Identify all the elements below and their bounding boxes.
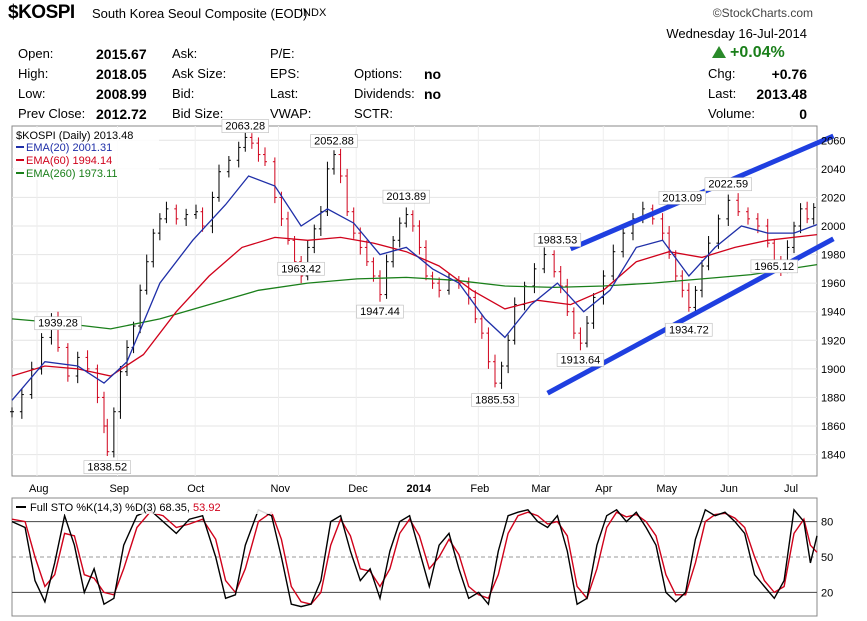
x-tick-label: Oct xyxy=(187,483,204,495)
ema60-line xyxy=(11,233,818,377)
low-label: Low: xyxy=(18,86,46,101)
price-annotation: 1934.72 xyxy=(669,324,709,336)
chg-value: +0.76 xyxy=(771,66,807,82)
sto-tick-label: 80 xyxy=(821,517,833,529)
chg-label: Chg: xyxy=(708,66,736,81)
annotation-box xyxy=(750,259,798,274)
y-tick-label: 2000 xyxy=(821,221,845,233)
y-tick-label: 1880 xyxy=(821,392,845,404)
price-annotation: 1913.64 xyxy=(561,354,601,366)
sto-legend-title: Full STO %K(14,3) %D(3) 68.35, 53.92 xyxy=(30,502,221,514)
y-tick-label: 2040 xyxy=(821,164,845,176)
price-annotation: 2063.28 xyxy=(225,121,265,133)
x-tick-label: Apr xyxy=(595,483,612,495)
ask-label: Ask: xyxy=(172,46,198,61)
symbol-title: $KOSPI xyxy=(8,2,75,23)
price-annotation: 1838.52 xyxy=(87,462,127,474)
y-tick-label: 1980 xyxy=(821,250,845,262)
pe-label: P/E: xyxy=(270,46,295,61)
pct-change: +0.04% xyxy=(730,44,785,61)
exchange-label: INDX xyxy=(300,7,327,19)
annotation-box xyxy=(310,134,358,148)
price-annotation: 2052.88 xyxy=(314,135,354,147)
x-tick-label: Jun xyxy=(720,483,738,495)
legend-main-title: $KOSPI (Daily) 2013.48 xyxy=(16,130,133,142)
annotation-box xyxy=(34,316,82,331)
annotation-box xyxy=(356,304,404,319)
annotation-box xyxy=(658,191,706,205)
quote-date: Wednesday 16-Jul-2014 xyxy=(666,26,807,41)
last-price-label: Last: xyxy=(708,86,737,101)
sto-tick-label: 20 xyxy=(821,587,833,599)
bid-size-label: Bid Size: xyxy=(172,106,224,121)
ask-size-label: Ask Size: xyxy=(172,66,227,81)
annotation-box xyxy=(704,177,752,192)
annotation-box xyxy=(556,353,605,367)
stockcharts-logo: ©StockCharts.com xyxy=(712,6,813,20)
price-annotation: 1939.28 xyxy=(38,318,78,330)
x-tick-label: Feb xyxy=(470,483,489,495)
y-tick-label: 2020 xyxy=(821,192,845,204)
annotation-box xyxy=(665,322,713,337)
sto-legend-box xyxy=(14,500,282,514)
prev-close-value: 2012.72 xyxy=(96,106,147,122)
sto-tick-label: 50 xyxy=(821,552,833,564)
price-annotation: 2013.09 xyxy=(662,192,702,204)
y-tick-label: 1940 xyxy=(821,307,845,319)
open-label: Open: xyxy=(18,46,54,61)
vwap-label: VWAP: xyxy=(270,106,312,121)
volume-label: Volume: xyxy=(708,106,755,121)
y-tick-label: 1840 xyxy=(821,450,845,462)
legend-entry: EMA(20) 2001.31 xyxy=(26,142,112,154)
price-annotation: 1947.44 xyxy=(360,306,400,318)
y-tick-label: 2060 xyxy=(821,135,845,147)
annotation-box xyxy=(277,261,325,276)
legend-box xyxy=(14,128,159,180)
y-tick-label: 1860 xyxy=(821,421,845,433)
x-tick-label: Mar xyxy=(531,483,550,495)
annotation-box xyxy=(83,460,131,474)
y-tick-label: 1900 xyxy=(821,364,845,376)
low-value: 2008.99 xyxy=(96,86,147,102)
x-tick-label: May xyxy=(656,483,677,495)
sctr-label: SCTR: xyxy=(354,106,393,121)
price-annotation: 1963.42 xyxy=(281,263,321,275)
high-value: 2018.05 xyxy=(96,66,147,82)
dividends-value: no xyxy=(424,86,442,102)
price-annotation: 1885.53 xyxy=(475,395,515,407)
high-label: High: xyxy=(18,66,49,81)
y-tick-label: 1920 xyxy=(821,335,845,347)
prev-close-label: Prev Close: xyxy=(18,106,86,121)
ema20-line xyxy=(11,175,818,401)
y-tick-label: 1960 xyxy=(821,278,845,290)
annotation-box xyxy=(471,393,519,407)
dividends-label: Dividends: xyxy=(354,86,415,101)
bid-label: Bid: xyxy=(172,86,195,101)
legend-entry: EMA(260) 1973.11 xyxy=(26,168,118,180)
index-name: South Korea Seoul Composite (EOD) xyxy=(92,6,308,21)
price-annotation: 1983.53 xyxy=(538,235,578,247)
x-tick-label: Aug xyxy=(29,483,49,495)
annotation-box xyxy=(221,119,269,133)
price-annotation: 2013.89 xyxy=(386,191,426,203)
last-price-value: 2013.48 xyxy=(756,86,807,102)
price-annotation: 2022.59 xyxy=(708,179,748,191)
x-tick-label: Nov xyxy=(270,483,290,495)
x-tick-label: 2014 xyxy=(407,483,432,495)
open-value: 2015.67 xyxy=(96,46,147,62)
options-label: Options: xyxy=(354,66,403,81)
options-value: no xyxy=(424,66,442,82)
up-arrow-icon xyxy=(712,46,726,58)
last-label: Last: xyxy=(270,86,299,101)
eps-label: EPS: xyxy=(270,66,300,81)
x-tick-label: Jul xyxy=(784,483,798,495)
volume-value: 0 xyxy=(799,106,807,122)
x-tick-label: Sep xyxy=(109,483,129,495)
annotation-box xyxy=(382,189,430,204)
price-annotation: 1965.12 xyxy=(754,261,794,273)
x-tick-label: Dec xyxy=(348,483,368,495)
legend-entry: EMA(60) 1994.14 xyxy=(26,155,112,167)
annotation-box xyxy=(533,233,582,247)
